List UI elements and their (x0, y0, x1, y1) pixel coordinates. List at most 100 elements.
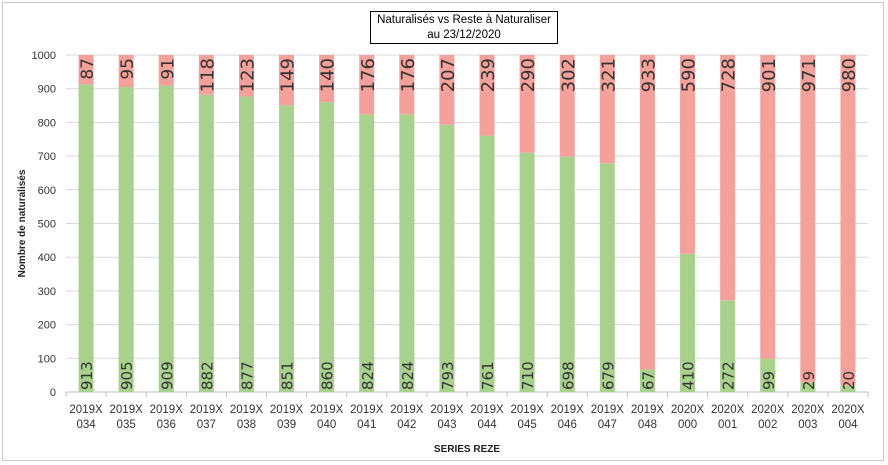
x-tick-label: 041 (357, 419, 376, 431)
bar-reste (519, 55, 535, 153)
data-label-reste: 176 (398, 58, 419, 92)
data-label-naturalises: 67 (639, 371, 657, 390)
x-tick-label: 2020X (671, 404, 705, 416)
y-tick-label: 100 (38, 353, 56, 365)
x-tick-label: 2020X (711, 404, 745, 416)
chart-title-line1: Naturalisés vs Reste à Naturaliser (377, 14, 551, 26)
bar-naturalises (118, 87, 134, 392)
bar-naturalises (760, 358, 776, 392)
x-tick-label: 045 (518, 419, 537, 431)
bar-reste (78, 55, 94, 85)
bar-reste (760, 55, 776, 359)
bar-naturalises (559, 156, 575, 392)
data-label-naturalises: 882 (198, 361, 216, 390)
bar-reste (599, 55, 615, 164)
bar-naturalises (78, 84, 94, 392)
data-label-reste: 321 (598, 58, 619, 92)
y-tick-label: 900 (38, 84, 56, 96)
data-label-naturalises: 824 (359, 361, 377, 390)
data-label-reste: 933 (638, 58, 659, 92)
bar-naturalises (279, 105, 295, 392)
chart-title-line2: au 23/12/2020 (427, 29, 501, 41)
data-label-naturalises: 905 (118, 361, 136, 390)
data-label-naturalises: 99 (760, 371, 778, 390)
bar-reste (680, 55, 696, 254)
data-label-naturalises: 824 (399, 361, 417, 390)
x-tick-label: 003 (798, 419, 817, 431)
x-tick-label: 2020X (791, 404, 825, 416)
y-tick-label: 0 (50, 387, 56, 399)
data-label-naturalises: 679 (599, 361, 617, 390)
bar-reste (559, 55, 575, 157)
x-tick-label: 2019X (310, 404, 344, 416)
bar-naturalises (720, 300, 736, 392)
bar-reste (238, 55, 254, 97)
bar-reste (359, 55, 375, 115)
data-label-naturalises: 272 (720, 361, 738, 390)
bar-reste (279, 55, 295, 106)
y-tick-label: 600 (38, 185, 56, 197)
data-label-naturalises: 698 (559, 361, 577, 390)
data-label-reste: 176 (358, 58, 379, 92)
data-label-reste: 980 (839, 58, 860, 92)
x-tick-label: 038 (237, 419, 256, 431)
bar-naturalises (158, 85, 174, 393)
x-tick-label: 004 (838, 419, 858, 431)
x-tick-label: 2019X (69, 404, 103, 416)
y-tick-label: 300 (38, 286, 56, 298)
data-label-naturalises: 29 (800, 371, 818, 390)
x-tick-label: 042 (397, 419, 416, 431)
x-tick-label: 2019X (430, 404, 464, 416)
bar-reste (118, 55, 134, 88)
bar-naturalises (359, 114, 375, 392)
data-label-reste: 149 (278, 58, 299, 92)
data-label-reste: 118 (197, 58, 218, 92)
x-tick-label: 2019X (511, 404, 545, 416)
data-label-naturalises: 20 (840, 371, 858, 390)
bar-reste (479, 55, 495, 136)
x-tick-label: 2019X (190, 404, 224, 416)
x-tick-label: 2019X (230, 404, 264, 416)
data-label-naturalises: 860 (319, 361, 337, 390)
x-tick-label: 2020X (831, 404, 865, 416)
x-tick-label: 040 (317, 419, 336, 431)
data-label-naturalises: 913 (78, 361, 96, 390)
bar-reste (720, 55, 736, 301)
x-tick-label: 2019X (591, 404, 625, 416)
data-label-naturalises: 761 (479, 361, 497, 390)
bar-reste (439, 55, 455, 125)
data-label-reste: 971 (799, 58, 820, 92)
bar-reste (399, 55, 415, 115)
bar-reste (800, 55, 816, 383)
x-tick-label: 043 (437, 419, 456, 431)
x-tick-label: 2019X (270, 404, 304, 416)
x-tick-label: 2019X (551, 404, 585, 416)
x-tick-label: 036 (157, 419, 176, 431)
bar-naturalises (599, 163, 615, 392)
bar-reste (319, 55, 335, 103)
data-label-reste: 901 (759, 58, 780, 92)
y-tick-label: 500 (38, 219, 56, 231)
data-label-reste: 290 (518, 58, 539, 92)
data-label-reste: 91 (158, 58, 178, 80)
x-axis-title: SERIES REZE (434, 444, 500, 455)
bar-reste (840, 55, 856, 386)
data-label-naturalises: 710 (519, 361, 537, 390)
data-label-reste: 140 (318, 58, 339, 92)
data-label-naturalises: 877 (238, 361, 256, 390)
x-tick-label: 039 (277, 419, 296, 431)
bar-naturalises (840, 385, 856, 392)
bar-naturalises (319, 102, 335, 393)
data-label-reste: 302 (558, 58, 579, 92)
x-tick-label: 044 (477, 419, 497, 431)
data-label-naturalises: 851 (279, 361, 297, 390)
bar-reste (158, 55, 174, 86)
x-tick-label: 2019X (470, 404, 504, 416)
data-label-reste: 95 (118, 58, 138, 80)
data-label-reste: 123 (237, 58, 258, 92)
y-axis-title: Nombre de naturalisés (17, 169, 28, 277)
bar-naturalises (680, 253, 696, 392)
bar-naturalises (439, 124, 455, 392)
data-label-reste: 87 (78, 58, 98, 80)
